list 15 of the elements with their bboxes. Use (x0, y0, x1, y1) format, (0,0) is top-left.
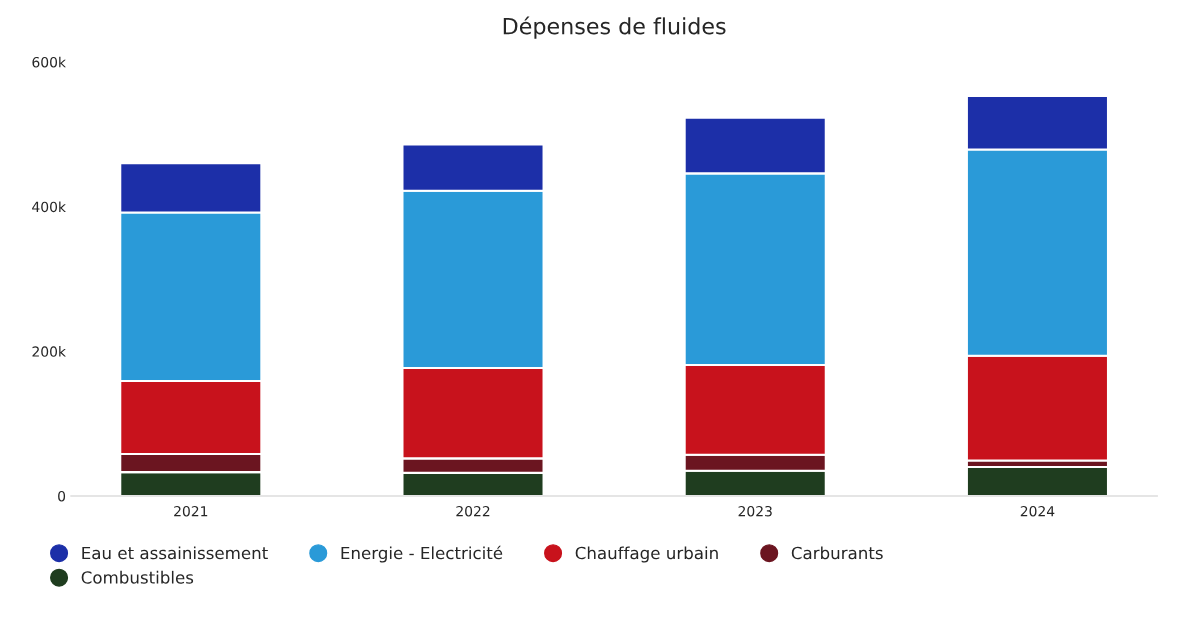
legend-label: Energie - Electricité (341, 545, 503, 563)
legend-label: Carburants (791, 546, 883, 560)
legend-label: Chauffage urbain (575, 546, 718, 563)
legend-label: Eau et assainissement (82, 546, 268, 560)
x-tick-label: 2021 (174, 505, 208, 517)
y-tick-label: 400k (32, 201, 66, 213)
x-tick-label: 2023 (738, 505, 772, 517)
x-tick-label: 2022 (456, 505, 490, 517)
y-tick-label: 0 (58, 490, 66, 502)
chart-title: Dépenses de fluides (503, 16, 726, 39)
y-tick-label: 200k (32, 346, 66, 357)
legend-label: Combustibles (81, 570, 194, 584)
x-tick-label: 2024 (1020, 505, 1055, 517)
y-tick-label: 600k (32, 56, 66, 68)
bar (965, 466, 1110, 496)
